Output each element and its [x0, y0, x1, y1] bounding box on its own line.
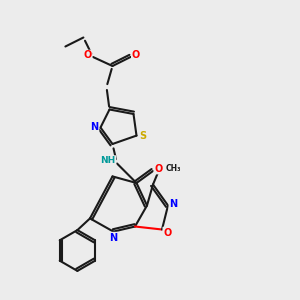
- Text: CH₃: CH₃: [166, 164, 181, 173]
- Text: N: N: [90, 122, 99, 133]
- Text: S: S: [139, 130, 146, 141]
- Text: NH: NH: [100, 156, 116, 165]
- Text: N: N: [109, 232, 118, 243]
- Text: O: O: [163, 227, 172, 238]
- Text: O: O: [132, 50, 140, 61]
- Text: O: O: [154, 164, 163, 174]
- Text: O: O: [83, 50, 92, 61]
- Text: N: N: [169, 199, 178, 209]
